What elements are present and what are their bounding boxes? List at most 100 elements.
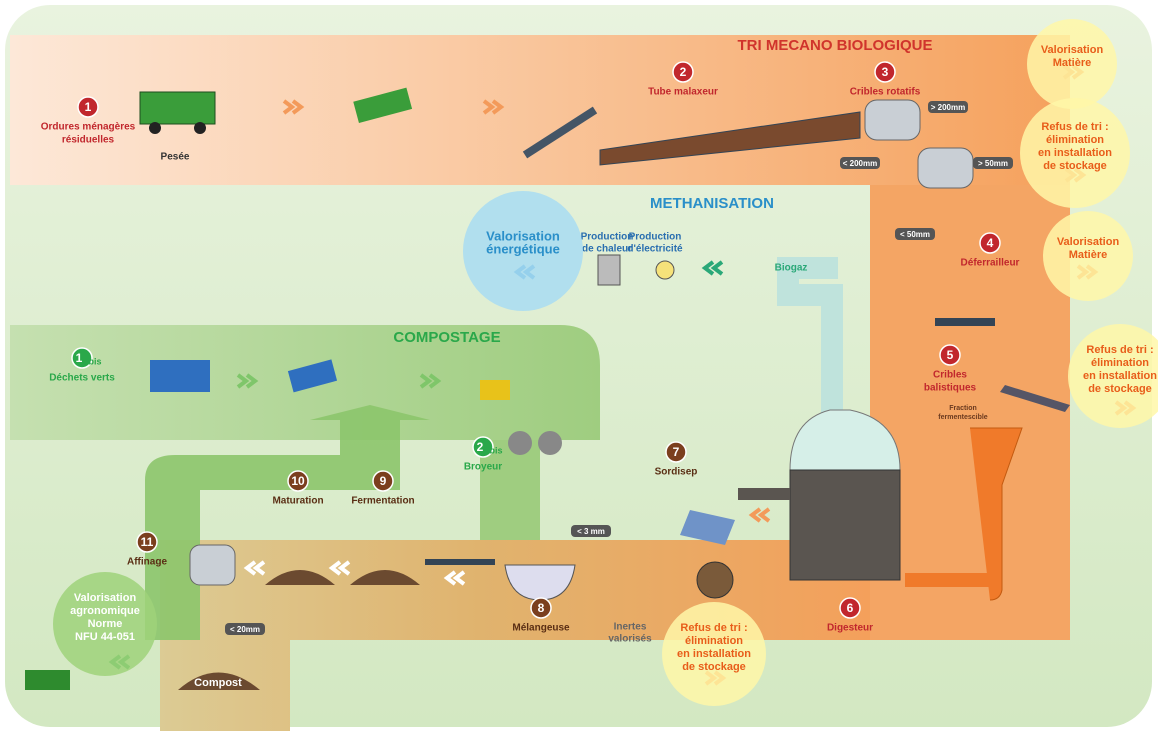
- outcome-bubble: [463, 191, 583, 311]
- digester: [789, 469, 901, 581]
- chevron: [428, 373, 442, 389]
- step-label: Déchets verts: [49, 373, 115, 384]
- outcome-text: agronomique: [70, 605, 140, 617]
- drum: [189, 544, 236, 586]
- step-badge: [71, 347, 93, 369]
- step-number: 9: [380, 474, 387, 488]
- label: Compost: [194, 677, 242, 689]
- step-badge: [979, 232, 1001, 254]
- step-badge: [672, 61, 694, 83]
- outcome-bubble: [662, 602, 766, 706]
- section-title: TRI MECANO BIOLOGIQUE: [738, 37, 933, 54]
- step-label: Maturation: [272, 496, 323, 507]
- label: d'électricité: [627, 244, 683, 255]
- size-pill: [840, 157, 880, 169]
- step-label: Sordisep: [655, 467, 698, 478]
- step-number: 11: [141, 535, 154, 549]
- step-badge: [136, 531, 158, 553]
- step-suffix: bis: [88, 356, 101, 366]
- outcome-text: de stockage: [1043, 160, 1107, 172]
- step-number: 5: [947, 348, 954, 362]
- outcome-text: en installation: [677, 648, 751, 660]
- step-label: Tube malaxeur: [648, 87, 718, 98]
- chevron: [337, 560, 351, 576]
- step-number: 3: [882, 65, 889, 79]
- outcome-bubble: [1043, 211, 1133, 301]
- step-badge: [77, 96, 99, 118]
- step-suffix: bis: [489, 445, 502, 455]
- size-pill: [225, 623, 265, 635]
- size-label: < 50mm: [900, 230, 930, 239]
- step-badge: [472, 436, 494, 458]
- ballistic-screen: [1000, 385, 1070, 412]
- sordisep: [680, 510, 735, 545]
- outcome-bubble: [1027, 19, 1117, 109]
- outcome-text: Matière: [1069, 249, 1108, 261]
- chevron: [243, 560, 257, 576]
- digester-dome: [789, 409, 901, 471]
- outcome-text: NFU 44-051: [75, 631, 135, 643]
- step-label: Déferrailleur: [961, 258, 1020, 269]
- size-label: > 200mm: [931, 103, 965, 112]
- drum: [917, 147, 974, 189]
- label: Inertes: [614, 622, 647, 633]
- chevron: [282, 99, 296, 115]
- radiator: [597, 254, 621, 286]
- label: Fraction: [949, 405, 977, 412]
- section-title: METHANISATION: [650, 195, 774, 212]
- step-number: 7: [673, 445, 680, 459]
- return-arrow: [145, 405, 430, 640]
- chevron: [245, 373, 259, 389]
- conveyor: [935, 318, 995, 326]
- truck: [150, 360, 210, 392]
- step-label: résiduelles: [62, 135, 115, 146]
- step-badge: [839, 597, 861, 619]
- outcome-text: Valorisation: [1057, 236, 1120, 248]
- chevron: [491, 99, 505, 115]
- outcome-text: Refus de tri :: [1041, 121, 1108, 133]
- label: valorisés: [608, 634, 652, 645]
- outcome-text: Norme: [88, 618, 123, 630]
- step-label: Ordures ménagères: [41, 122, 136, 133]
- step-badge: [665, 441, 687, 463]
- pile: [350, 570, 420, 585]
- outcome-text: énergétique: [486, 241, 560, 256]
- chevron: [252, 560, 266, 576]
- conveyor: [522, 106, 598, 159]
- truck-dump: [287, 359, 338, 393]
- outcome-text: élimination: [1091, 357, 1149, 369]
- step-badge: [874, 61, 896, 83]
- loader: [480, 380, 510, 400]
- digester-pipe: [738, 488, 790, 500]
- step-badge: [287, 470, 309, 492]
- section-title: COMPOSTAGE: [393, 329, 500, 346]
- outcome-text: Matière: [1053, 57, 1092, 69]
- chevron: [236, 373, 250, 389]
- bulb: [655, 260, 675, 280]
- label: Biogaz: [775, 263, 808, 274]
- outcome-text: Valorisation: [486, 228, 560, 243]
- step-number: 1: [85, 100, 92, 114]
- step-number: 8: [538, 601, 545, 615]
- size-label: < 3 mm: [577, 527, 605, 536]
- truck: [139, 91, 216, 125]
- step-label: Mélangeuse: [512, 623, 570, 634]
- step-label: Affinage: [127, 557, 167, 568]
- outcome-bubble: [53, 572, 157, 676]
- chevron: [757, 507, 771, 523]
- compost-pile: [178, 672, 260, 690]
- tube-malaxeur: [599, 111, 861, 166]
- pile: [265, 570, 335, 585]
- step-number: 10: [291, 474, 305, 488]
- tractor: [25, 670, 70, 690]
- broyeur-path: [480, 440, 540, 540]
- step-label: balistiques: [924, 383, 977, 394]
- step-label: Broyeur: [464, 462, 502, 473]
- outcome-text: élimination: [1046, 134, 1104, 146]
- label: Production: [581, 232, 634, 243]
- size-label: > 50mm: [978, 159, 1008, 168]
- step-badge: [372, 470, 394, 492]
- step-badge: [939, 344, 961, 366]
- wheel: [696, 561, 734, 599]
